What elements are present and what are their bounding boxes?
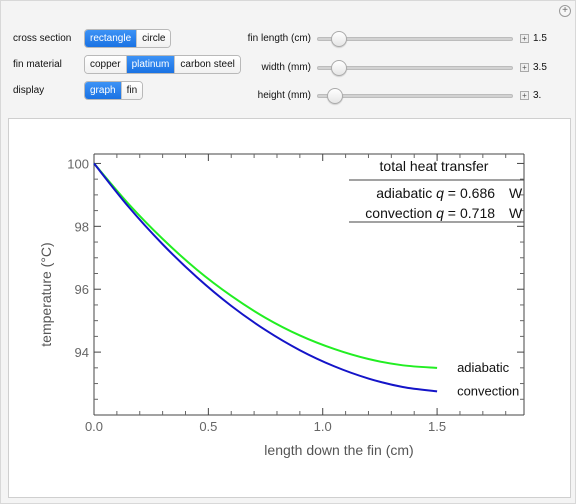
width-slider-label: width (mm) [261, 62, 311, 73]
x-tick-label: 0.5 [199, 419, 217, 434]
heat-row-equals: = [444, 185, 456, 201]
height-plus-icon[interactable]: + [520, 91, 529, 100]
plot-panel: 0.0 0.5 1.0 1.5 94 96 98 100 length down the fin… [8, 118, 571, 498]
cross-section-selector: rectangle circle [84, 29, 172, 48]
heat-row-name: convection [365, 205, 432, 221]
height-slider-label: height (mm) [257, 90, 311, 101]
heat-row-q-symbol: q [436, 205, 444, 221]
heat-row-q-symbol: q [436, 185, 444, 201]
fin-length-slider-value: 1.5 [533, 33, 547, 44]
cross-section-option-rectangle[interactable]: rectangle [85, 30, 138, 47]
width-plus-icon[interactable]: + [520, 63, 529, 72]
heat-row-adiabatic-value: 0.686 [460, 185, 495, 201]
heat-row-convection-value: 0.718 [460, 205, 495, 221]
fin-length-slider-label: fin length (cm) [247, 33, 311, 44]
y-axis-label: temperature (°C) [38, 242, 54, 346]
y-tick-label: 98 [75, 219, 89, 234]
fin-material-option-copper[interactable]: copper [85, 56, 127, 73]
x-tick-label: 1.5 [428, 419, 446, 434]
heat-row-adiabatic-label: adiabatic q = [376, 185, 456, 201]
cross-section-option-circle[interactable]: circle [137, 30, 171, 47]
height-slider-track[interactable] [317, 94, 513, 98]
fin-length-slider-handle[interactable] [330, 31, 347, 47]
height-slider-value: 3. [533, 90, 542, 101]
adiabatic-series-line [93, 162, 438, 369]
fin-material-option-carbon-steel[interactable]: carbon steel [175, 56, 240, 73]
heat-row-adiabatic-unit: W [509, 185, 523, 201]
heat-row-convection-unit: W [509, 205, 523, 221]
convection-series-line [93, 162, 438, 393]
width-slider-handle[interactable] [330, 60, 347, 76]
width-slider-track[interactable] [317, 66, 513, 70]
adiabatic-series-label: adiabatic [457, 360, 510, 375]
display-option-graph[interactable]: graph [85, 82, 122, 99]
x-tick-label: 1.0 [314, 419, 332, 434]
y-tick-label: 96 [75, 282, 89, 297]
fin-length-plus-icon[interactable]: + [520, 34, 529, 43]
fin-material-label: fin material [13, 59, 62, 70]
height-slider-handle[interactable] [326, 88, 343, 104]
display-selector: graph fin [84, 81, 144, 100]
y-tick-label: 94 [75, 345, 89, 360]
cross-section-label: cross section [13, 33, 72, 44]
convection-series-label: convection [457, 383, 519, 398]
width-slider-value: 3.5 [533, 62, 547, 73]
x-tick-label: 0.0 [85, 419, 103, 434]
expand-plus-icon[interactable]: + [559, 5, 571, 17]
temperature-chart: 0.0 0.5 1.0 1.5 94 96 98 100 length down the fin… [38, 153, 525, 458]
heat-row-convection-label: convection q = [365, 205, 456, 221]
heat-table-title: total heat transfer [380, 158, 489, 174]
fin-length-slider-track[interactable] [317, 37, 513, 41]
display-label: display [13, 85, 45, 96]
fin-material-option-platinum[interactable]: platinum [126, 56, 176, 73]
heat-row-equals: = [444, 205, 456, 221]
y-tick-label: 100 [67, 156, 89, 171]
display-option-fin[interactable]: fin [121, 82, 143, 99]
heat-row-name: adiabatic [376, 185, 432, 201]
x-axis-label: length down the fin (cm) [264, 442, 413, 458]
fin-material-selector: copper platinum carbon steel [84, 55, 241, 74]
